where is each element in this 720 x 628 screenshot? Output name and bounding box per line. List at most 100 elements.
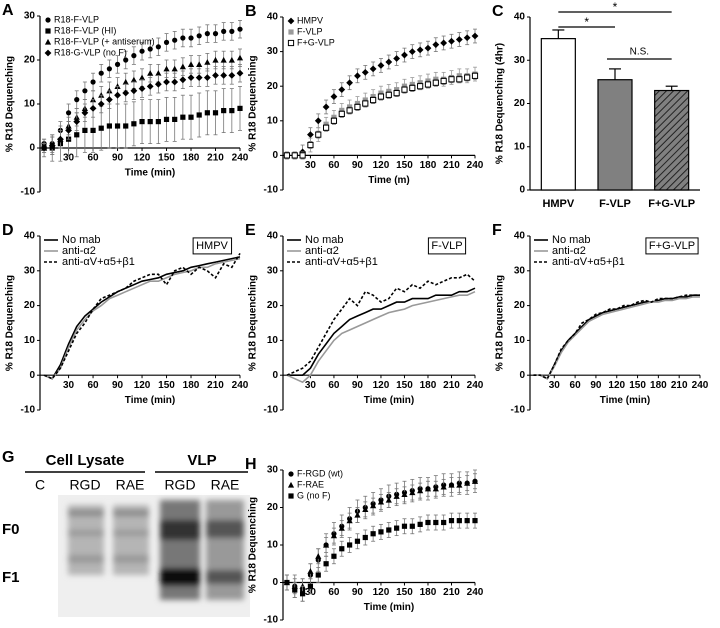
y-tick-label: -10 — [21, 405, 36, 416]
point — [228, 56, 235, 63]
point — [163, 65, 170, 72]
y-tick-label: 0 — [272, 577, 278, 588]
point — [354, 72, 361, 80]
line — [533, 294, 700, 380]
point — [441, 519, 447, 526]
point — [393, 90, 400, 97]
point — [138, 85, 146, 92]
x-tick-label: 240 — [692, 380, 709, 391]
point — [122, 78, 129, 85]
point — [283, 152, 291, 159]
point — [138, 74, 146, 81]
point — [417, 487, 424, 494]
group-label: VLP — [187, 452, 216, 469]
line — [43, 256, 241, 380]
point — [331, 553, 337, 559]
legend-label: anti-α2 — [552, 245, 586, 257]
point — [307, 131, 314, 139]
point — [236, 69, 244, 77]
band-label: F0 — [2, 521, 20, 538]
point — [464, 518, 470, 524]
point — [408, 48, 416, 55]
point — [236, 54, 244, 61]
point — [433, 519, 439, 526]
point — [228, 72, 236, 79]
point — [471, 478, 479, 484]
y-tick-label: -10 — [264, 185, 279, 196]
y-axis-label: % R18 Dequenching — [248, 497, 259, 593]
box-label: F-VLP — [431, 240, 462, 252]
x-axis-label: Time (min) — [125, 168, 175, 179]
x-tick-label: 90 — [112, 153, 124, 164]
point — [106, 66, 112, 72]
point — [163, 39, 170, 46]
legend-label: R18-G-VLP (no F) — [54, 47, 127, 57]
legend-label: No mab — [552, 234, 591, 246]
y-tick-label: 0 — [519, 370, 525, 381]
legend-label: F+G-VLP — [297, 37, 335, 47]
point — [386, 527, 392, 533]
point — [40, 144, 48, 152]
y-axis-label: % R18 Dequenching — [495, 275, 506, 371]
y-tick-label: 10 — [267, 115, 279, 126]
x-tick-label: 210 — [207, 153, 224, 164]
point — [338, 525, 345, 531]
box-frame — [427, 237, 467, 255]
point — [212, 110, 219, 116]
point — [401, 51, 408, 59]
x-tick-label: 30 — [63, 153, 75, 164]
point — [354, 103, 361, 111]
point — [424, 485, 432, 492]
point — [401, 86, 408, 93]
x-tick-label: 60 — [328, 587, 340, 598]
point — [362, 100, 369, 107]
point — [188, 35, 194, 41]
x-tick-label: 90 — [590, 380, 602, 391]
x-axis-label: Time (min) — [125, 395, 175, 406]
point — [448, 481, 455, 488]
point — [106, 123, 112, 129]
x-tick-label: F+G-VLP — [648, 198, 695, 210]
point — [440, 483, 447, 490]
x-tick-label: 30 — [63, 380, 75, 391]
point — [370, 96, 377, 104]
x-tick-label: 150 — [396, 587, 413, 598]
x-tick-label: 60 — [328, 380, 340, 391]
point — [370, 502, 377, 509]
x-tick-label: 180 — [420, 380, 437, 391]
point — [339, 546, 345, 552]
x-tick-label: 180 — [420, 587, 437, 598]
y-tick-label: 0 — [29, 143, 35, 154]
x-tick-label: 150 — [396, 160, 413, 171]
x-tick-label: 210 — [443, 380, 460, 391]
point — [448, 76, 455, 83]
legend-marker — [45, 28, 51, 34]
point — [346, 79, 354, 87]
legend-label: F-RGD (wt) — [297, 468, 343, 478]
x-tick-label: 90 — [352, 160, 364, 171]
y-tick-label: 10 — [24, 99, 36, 110]
point — [417, 83, 424, 90]
point — [284, 579, 290, 586]
legend-marker — [287, 39, 295, 47]
point — [131, 121, 137, 127]
point — [187, 61, 195, 67]
box-label: HMPV — [196, 240, 228, 252]
y-tick-label: 0 — [29, 370, 35, 381]
x-tick-label: 210 — [207, 380, 224, 391]
point — [171, 78, 179, 86]
point — [171, 65, 178, 72]
group-label: Cell Lysate — [46, 452, 125, 469]
point — [65, 110, 72, 116]
y-tick-label: 40 — [267, 231, 279, 242]
y-tick-label: 40 — [514, 231, 526, 242]
point — [432, 79, 439, 86]
x-tick-label: 120 — [373, 160, 390, 171]
y-tick-label: 30 — [267, 265, 279, 276]
line — [286, 273, 476, 376]
point — [455, 36, 463, 43]
y-tick-label: 20 — [267, 502, 279, 513]
point — [155, 119, 161, 125]
point — [432, 41, 440, 49]
point — [229, 28, 235, 34]
